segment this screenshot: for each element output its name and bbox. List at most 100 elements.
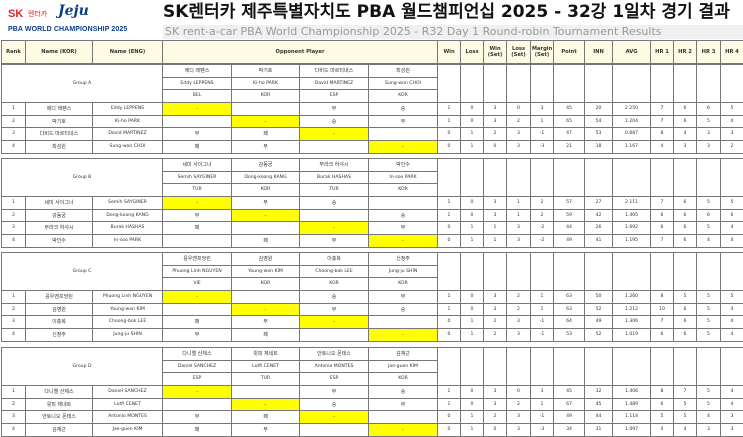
opponent-nat: KOR	[232, 278, 300, 291]
stat-margin-set: 3	[531, 386, 554, 399]
stat-avg: 1.306	[613, 316, 651, 329]
stat-win: 1	[438, 386, 461, 399]
stat-margin-set: -3	[531, 424, 554, 437]
opponent-kor: 륏피 체네트	[232, 348, 300, 361]
stat-win-set: 3	[484, 103, 507, 116]
opponent-nat: KOR	[300, 278, 369, 291]
opponent-nat: KOR	[369, 373, 438, 386]
stat-inn: 18	[585, 141, 613, 154]
stat-hr-1: 5	[651, 411, 674, 424]
stat-win-set: 3	[484, 209, 507, 222]
stat-inn: 49	[585, 316, 613, 329]
stat-win-set: 2	[484, 128, 507, 141]
stat-avg: 1.212	[613, 303, 651, 316]
stat-margin-set: -3	[531, 141, 554, 154]
stat-header-blank	[585, 65, 613, 103]
stat-win: 0	[438, 424, 461, 437]
opponent-kor: 다비드 마르티네스	[300, 65, 369, 78]
stat-hr-1: 6	[651, 398, 674, 411]
stat-inn: 26	[585, 222, 613, 235]
stat-header-blank	[674, 253, 697, 291]
rank: 4	[2, 235, 26, 248]
stat-hr-1: 10	[651, 303, 674, 316]
match-result: -	[163, 291, 232, 304]
stat-win-set: 3	[484, 291, 507, 304]
match-result: 무	[163, 329, 232, 342]
group-name: Group C	[2, 253, 163, 291]
rank: 3	[2, 316, 26, 329]
stat-point: 44	[554, 222, 585, 235]
stat-loss: 0	[461, 398, 484, 411]
stat-hr-3: 6	[697, 209, 721, 222]
stat-inn: 44	[585, 411, 613, 424]
stat-hr-4: 4	[721, 386, 743, 399]
match-result: 무	[232, 141, 300, 154]
stat-hr-2: 6	[674, 303, 697, 316]
stat-header-blank	[554, 159, 585, 197]
stat-hr-2: 6	[674, 115, 697, 128]
rank: 2	[2, 303, 26, 316]
stat-header-blank	[585, 159, 613, 197]
match-result: -	[300, 316, 369, 329]
stat-hr-3: 5	[697, 398, 721, 411]
stat-header-blank	[554, 253, 585, 291]
stat-loss: 0	[461, 197, 484, 210]
stat-point: 59	[554, 209, 585, 222]
stat-loss: 1	[461, 222, 484, 235]
opponent-eng: Antonio MONTES	[300, 360, 369, 373]
opponent-nat: TUR	[232, 373, 300, 386]
stat-hr-2: 4	[674, 424, 697, 437]
stat-hr-2: 6	[674, 222, 697, 235]
stat-win-set: 0	[484, 141, 507, 154]
stat-hr-2: 6	[674, 316, 697, 329]
match-result: 무	[369, 398, 438, 411]
stat-margin-set: -1	[531, 316, 554, 329]
logo-jeju: Jeju	[58, 3, 89, 20]
match-result: -	[232, 209, 300, 222]
stat-loss-set: 3	[507, 222, 531, 235]
stat-loss-set: 1	[507, 197, 531, 210]
rank: 2	[2, 115, 26, 128]
name-eng: Semih SAYGINER	[93, 197, 163, 210]
stat-margin-set: -1	[531, 128, 554, 141]
match-result	[300, 424, 369, 437]
stat-win-set: 2	[484, 329, 507, 342]
match-result: 무	[163, 411, 232, 424]
match-result: -	[300, 411, 369, 424]
match-result	[369, 316, 438, 329]
stat-loss-set: 2	[507, 115, 531, 128]
match-result: 패	[163, 424, 232, 437]
name-eng: In-soo PARK	[93, 235, 163, 248]
stat-header-blank	[507, 159, 531, 197]
stat-hr-4: 4	[721, 222, 743, 235]
stat-hr-3: 5	[697, 316, 721, 329]
stat-inn: 52	[585, 303, 613, 316]
match-result: -	[163, 386, 232, 399]
stat-header-blank	[484, 159, 507, 197]
match-result: 승	[369, 303, 438, 316]
stat-avg: 1.097	[613, 424, 651, 437]
name-kor: 에디 레펜스	[26, 103, 93, 116]
stat-win: 0	[438, 222, 461, 235]
stat-win-set: 3	[484, 386, 507, 399]
name-kor: 김재근	[26, 424, 93, 437]
stat-hr-4: 4	[721, 398, 743, 411]
stat-hr-4: 5	[721, 197, 743, 210]
opponent-eng: Jung-ju SHIN	[369, 265, 438, 278]
stat-header-blank	[585, 253, 613, 291]
opponent-eng: David MARTINEZ	[300, 77, 369, 90]
match-result	[300, 141, 369, 154]
opponent-kor: 응우옌프엉린	[163, 253, 232, 266]
stat-header-blank	[613, 348, 651, 386]
stat-hr-4: 3	[721, 128, 743, 141]
rank: 3	[2, 222, 26, 235]
match-result: 무	[369, 222, 438, 235]
stat-margin-set: 1	[531, 115, 554, 128]
stat-inn: 54	[585, 115, 613, 128]
stat-hr-3: 3	[697, 424, 721, 437]
stat-hr-4: 2	[721, 141, 743, 154]
column-header-hr-3: HR 3	[697, 41, 721, 64]
